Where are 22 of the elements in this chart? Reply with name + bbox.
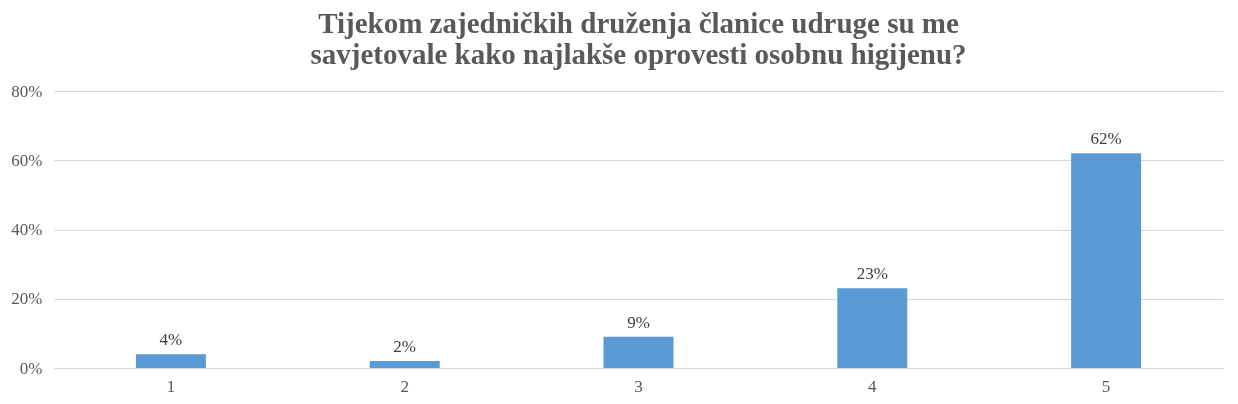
y-tick-label: 60% [11, 150, 43, 170]
y-tick-label: 40% [11, 220, 43, 239]
bar [135, 354, 206, 368]
x-tick-label: 3 [634, 376, 643, 396]
x-tick-label: 4 [868, 376, 878, 396]
bar [1071, 153, 1142, 368]
bar [603, 336, 674, 368]
bar [369, 361, 440, 368]
data-label: 62% [1090, 129, 1122, 149]
data-label: 23% [856, 264, 888, 284]
x-tick-label: 1 [166, 376, 176, 396]
text: savjetovale kako najlakše oprovesti osobnu higijenu? [310, 38, 967, 70]
bar [837, 288, 908, 368]
y-tick-label: 80% [11, 81, 43, 101]
y-tick-label: 0% [19, 358, 43, 378]
x-tick-label: 5 [1101, 376, 1111, 396]
x-tick-label: 2 [400, 376, 409, 396]
data-label: 4% [159, 330, 183, 350]
data-label: 2% [393, 337, 417, 357]
text: Tijekom zajedničkih druženja članice udruge su me [318, 7, 959, 39]
data-label: 9% [627, 312, 650, 332]
y-tick-label: 20% [11, 289, 43, 309]
